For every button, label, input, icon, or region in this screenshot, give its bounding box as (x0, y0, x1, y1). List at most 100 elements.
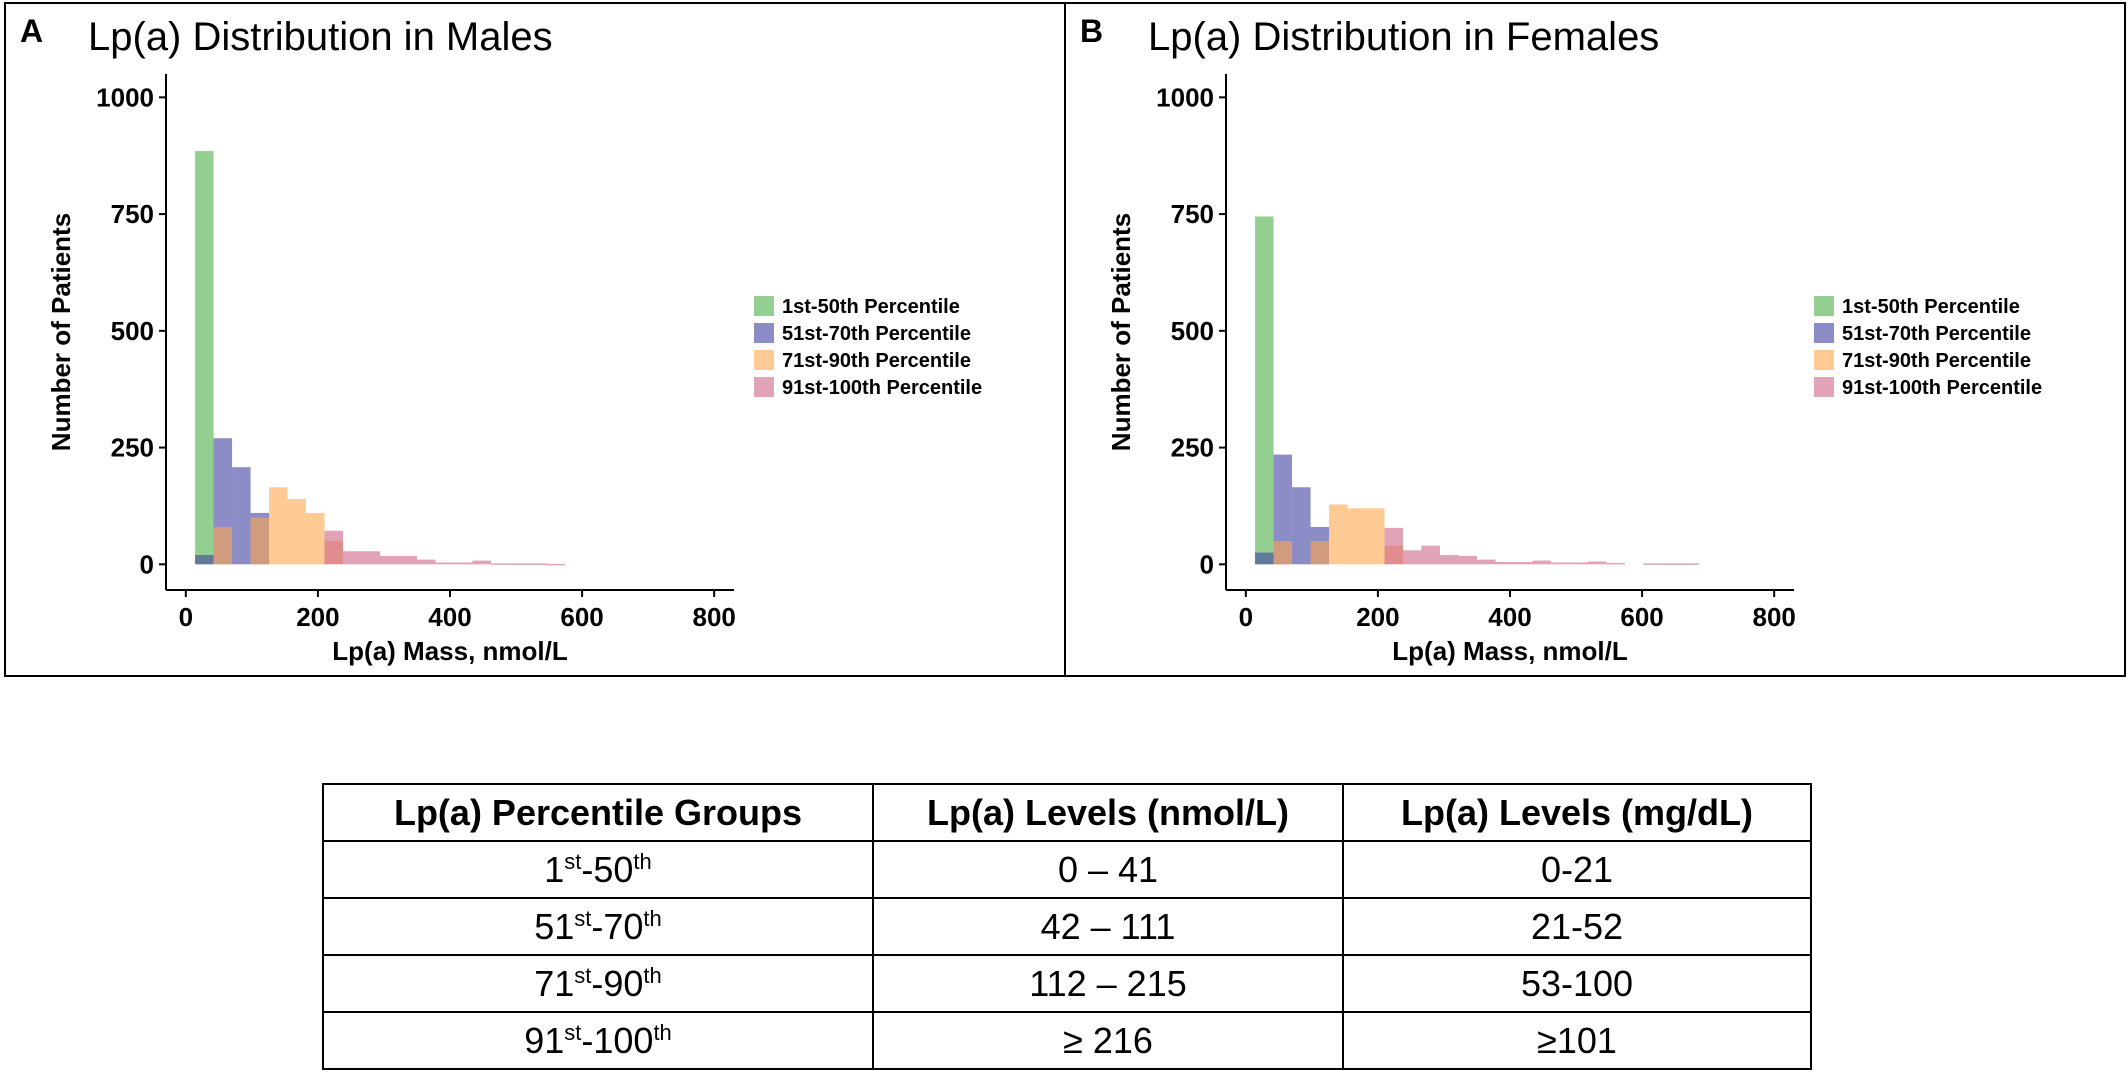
percentile-group-cell: 51st-70th (322, 897, 874, 956)
histogram-bar (472, 560, 491, 565)
histogram-bar (1587, 561, 1607, 565)
table-row: 51st-70th 42 – 111 21-52 (322, 897, 1812, 956)
panel-letter: A (20, 13, 43, 49)
histogram-bar (343, 551, 362, 565)
histogram-bar (306, 512, 325, 565)
legend-entry: 1st-50th Percentile (782, 296, 960, 318)
legend-entry: 91st-100th Percentile (1842, 377, 2042, 399)
legend-swatch (754, 323, 774, 343)
y-tick-label: 1000 (1156, 82, 1214, 112)
histogram-bar (416, 559, 436, 565)
histogram-bar (287, 498, 307, 565)
x-tick-label: 200 (296, 602, 339, 632)
histogram-bar (1476, 559, 1496, 565)
legend-swatch (1814, 377, 1834, 397)
histogram-males: A Lp(a) Distribution in Males 0 250 500 750 10… (20, 13, 982, 666)
histogram-bar (195, 554, 214, 565)
y-tick-label: 500 (111, 316, 154, 346)
legend-swatch (754, 350, 774, 370)
nmol-range-cell: 42 – 111 (872, 897, 1344, 956)
histogram-bar (1273, 540, 1293, 565)
x-tick-label: 800 (692, 602, 735, 632)
histogram-bar (1255, 552, 1274, 565)
histogram-bar (1329, 504, 1348, 565)
histogram-bar (379, 555, 399, 565)
chart-title: Lp(a) Distribution in Males (88, 15, 553, 59)
x-tick-label: 0 (1239, 602, 1253, 632)
mg-range-cell: 53-100 (1342, 954, 1812, 1013)
header-levels-mg: Lp(a) Levels (mg/dL) (1342, 783, 1812, 842)
mg-range-cell: ≥101 (1342, 1011, 1812, 1070)
histogram-bar (213, 526, 233, 565)
y-tick-label: 250 (1171, 433, 1214, 463)
chart-title: Lp(a) Distribution in Females (1148, 15, 1659, 59)
histogram-bar (1569, 562, 1588, 565)
table-row: 71st-90th 112 – 215 53-100 (322, 954, 1812, 1013)
histogram-bar (527, 563, 547, 565)
histogram-bar (250, 517, 270, 565)
histogram-bar (324, 530, 344, 565)
histogram-bar (1347, 508, 1367, 565)
x-tick-label: 400 (428, 602, 471, 632)
legend-swatch (754, 377, 774, 397)
legend-swatch (1814, 350, 1834, 370)
y-tick-label: 750 (1171, 199, 1214, 229)
chart-panel-females: B Lp(a) Distribution in Females 0 250 500 750… (1064, 2, 2126, 677)
histogram-bar (1439, 554, 1459, 565)
chart-panel-males: A Lp(a) Distribution in Males 0 250 500 750 10… (4, 2, 1066, 677)
histogram-bar (232, 467, 251, 565)
y-tick-label: 250 (111, 433, 154, 463)
y-axis-label: Number of Patients (1106, 213, 1136, 451)
histogram-bar (453, 562, 473, 565)
histogram-bar (1643, 563, 1662, 565)
x-tick-label: 0 (179, 602, 193, 632)
legend-swatch (754, 296, 774, 316)
histogram-bar (1458, 555, 1477, 565)
histogram-bar (1606, 562, 1625, 565)
histogram-bar (1532, 560, 1551, 565)
histogram-bar (1513, 561, 1533, 565)
panel-letter: B (1080, 13, 1103, 49)
legend-swatch (1814, 323, 1834, 343)
histogram-bar (1384, 527, 1404, 565)
legend-swatch (1814, 296, 1834, 316)
histogram-bar (1310, 540, 1330, 565)
x-tick-label: 600 (1620, 602, 1663, 632)
legend-entry: 1st-50th Percentile (1842, 296, 2020, 318)
legend-entry: 91st-100th Percentile (782, 377, 982, 399)
nmol-range-cell: 0 – 41 (872, 840, 1344, 899)
table-row: 1st-50th 0 – 41 0-21 (322, 840, 1812, 899)
percentile-group-cell: 91st-100th (322, 1011, 874, 1070)
histogram-bar (1421, 545, 1440, 565)
percentile-table-container: Lp(a) Percentile Groups Lp(a) Levels (nm… (322, 783, 1812, 1070)
histogram-bar (1550, 562, 1570, 565)
nmol-range-cell: ≥ 216 (872, 1011, 1344, 1070)
percentile-group-cell: 1st-50th (322, 840, 874, 899)
nmol-range-cell: 112 – 215 (872, 954, 1344, 1013)
histogram-bar (1366, 508, 1385, 565)
legend-entry: 51st-70th Percentile (1842, 323, 2031, 345)
histogram-females: B Lp(a) Distribution in Females 0 250 500 750… (1080, 13, 2042, 666)
histogram-bar (1680, 563, 1699, 565)
mg-range-cell: 21-52 (1342, 897, 1812, 956)
histogram-bar (1292, 487, 1311, 565)
histogram-bar (195, 151, 214, 565)
y-axis-label: Number of Patients (46, 213, 76, 451)
histogram-bar (1403, 550, 1422, 565)
header-levels-nmol: Lp(a) Levels (nmol/L) (872, 783, 1344, 842)
x-tick-label: 600 (560, 602, 603, 632)
legend-entry: 71st-90th Percentile (1842, 350, 2031, 372)
histogram-bar (546, 563, 565, 566)
y-tick-label: 0 (140, 549, 154, 579)
histogram-bar (361, 551, 380, 565)
table-row: 91st-100th ≥ 216 ≥101 (322, 1011, 1812, 1070)
y-tick-label: 1000 (96, 82, 154, 112)
percentile-group-cell: 71st-90th (322, 954, 874, 1013)
histogram-bar (509, 563, 528, 565)
histogram-bar (1273, 454, 1293, 565)
histogram-bar (490, 563, 510, 565)
histogram-bar (435, 562, 454, 565)
table-header-row: Lp(a) Percentile Groups Lp(a) Levels (nm… (322, 783, 1812, 842)
histogram-bar (1255, 216, 1274, 565)
legend-entry: 71st-90th Percentile (782, 350, 971, 372)
